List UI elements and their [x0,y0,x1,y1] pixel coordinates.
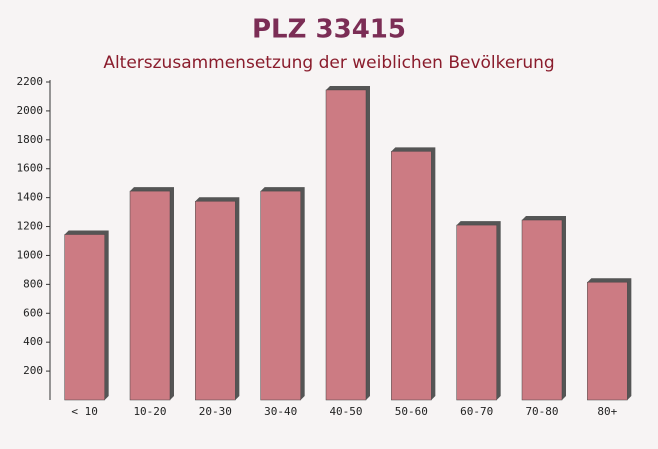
x-tick-label: 10-20 [133,405,166,418]
y-tick-label: 2200 [17,75,44,88]
x-tick-label: 60-70 [460,405,493,418]
x-tick-label: 20-30 [199,405,232,418]
x-tick-label: 50-60 [395,405,428,418]
chart-title: PLZ 33415 [252,15,406,45]
bar [129,190,171,401]
x-tick-label: 70-80 [525,405,558,418]
chart-subtitle: Alterszusammensetzung der weiblichen Bev… [103,53,554,73]
bar [521,219,563,401]
y-tick-label: 1400 [17,191,44,204]
y-tick-label: 200 [23,364,43,377]
y-tick-label: 1800 [17,133,44,146]
bar [456,224,497,401]
y-tick-label: 800 [23,277,43,290]
bar [325,89,367,401]
bar [587,281,628,401]
x-tick-label: 30-40 [264,405,297,418]
x-tick-label: 40-50 [329,405,362,418]
x-tick-label: 80+ [597,405,617,418]
bar [195,201,236,401]
bar [391,151,432,401]
bar [260,190,301,401]
y-tick-label: 400 [23,335,43,348]
y-tick-label: 1000 [17,248,44,261]
y-tick-label: 1200 [17,220,44,233]
y-tick-label: 600 [23,306,43,319]
y-tick-label: 2000 [17,104,44,117]
y-tick-label: 1600 [17,162,44,175]
bar [64,234,105,401]
x-tick-label: < 10 [71,405,98,418]
